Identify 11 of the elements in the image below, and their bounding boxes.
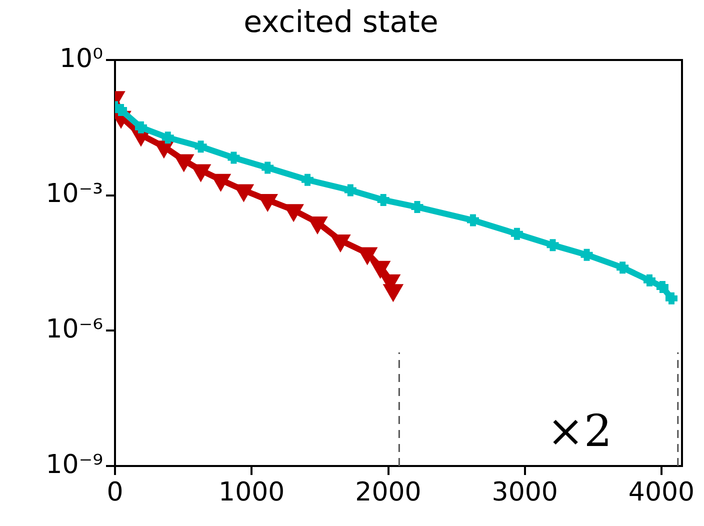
annotation: ×2 <box>547 406 612 457</box>
x-tick-label: 1000 <box>218 477 285 508</box>
x-tick-label: 2000 <box>355 477 422 508</box>
x-tick-label: 0 <box>106 477 124 508</box>
x-tick-label: 4000 <box>628 477 695 508</box>
y-tick-label: 10⁰ <box>59 44 103 74</box>
y-tick-label: 10⁻⁹ <box>46 450 103 480</box>
y-tick-label: 10⁻³ <box>46 179 103 210</box>
x-tick-label: 3000 <box>492 477 558 508</box>
chart-title: excited state <box>244 4 438 40</box>
y-tick-label: 10⁻⁶ <box>46 314 103 344</box>
